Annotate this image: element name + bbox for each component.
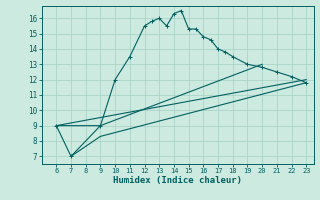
X-axis label: Humidex (Indice chaleur): Humidex (Indice chaleur) xyxy=(113,176,242,185)
